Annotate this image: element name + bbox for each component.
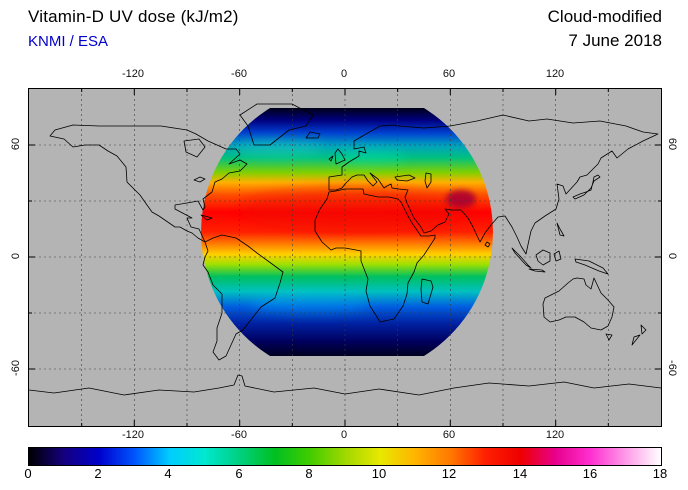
australia-coastline (542, 277, 615, 331)
lon-tick-label-bottom: 0 (340, 429, 348, 441)
colorbar-tick-label: 2 (94, 466, 102, 481)
lon-tick-label-bottom: -120 (121, 429, 145, 441)
colorbar-tick-label: 12 (441, 466, 457, 481)
lon-tick-label-top: 120 (545, 68, 565, 80)
coastlines-layer (29, 103, 661, 396)
south-america-coastline (202, 234, 284, 361)
date-label: 7 June 2018 (568, 31, 662, 50)
axis-ticks (29, 89, 661, 426)
sahara-high-dose-band (239, 187, 469, 231)
colorbar-tick-label: 10 (371, 466, 387, 481)
mode-label: Cloud-modified (547, 7, 662, 26)
colorbar-tick-label: 18 (652, 466, 668, 481)
japan-coastline (572, 174, 601, 200)
africa-coastline (314, 188, 436, 323)
uv-swath (201, 108, 493, 356)
atlantic-cloud-swirl (234, 140, 324, 158)
colorbar-tick-label: 8 (305, 466, 313, 481)
lon-tick-label-top: 60 (442, 68, 456, 80)
graticule (29, 89, 661, 426)
arabia-hotspot (446, 190, 476, 208)
inland-seas-outlines (183, 138, 432, 189)
colorbar-gradient (28, 447, 662, 466)
colorbar-tick-label: 0 (24, 466, 32, 481)
colorbar-tick-label: 6 (235, 466, 243, 481)
lon-tick-label-bottom: 120 (545, 429, 565, 441)
lon-tick-label-bottom: 60 (442, 429, 456, 441)
lon-tick-label-top: 0 (340, 68, 348, 80)
lat-tick-label-right: 0 (666, 252, 678, 260)
europe-cloud-swirl (331, 149, 407, 165)
greenland-coastline (239, 103, 314, 146)
lon-tick-label-top: -60 (231, 68, 247, 80)
colorbar-tick-label: 16 (582, 466, 598, 481)
lat-tick-label-right: -60 (666, 360, 678, 376)
lat-tick-label-left: -60 (10, 360, 22, 376)
lat-tick-label-left: 0 (10, 252, 22, 260)
colorbar-tick-label: 14 (512, 466, 528, 481)
islands-coastlines (200, 131, 647, 346)
map-canvas (29, 89, 661, 426)
south-atlantic-swirl (249, 294, 369, 314)
lon-tick-label-bottom: -60 (231, 429, 247, 441)
north-america-coastline (49, 124, 248, 243)
lat-tick-label-right: 60 (666, 137, 678, 151)
world-map (28, 88, 662, 427)
figure-title: Vitamin-D UV dose (kJ/m2) (28, 7, 239, 26)
antarctica-coastline (29, 374, 661, 396)
lon-tick-label-top: -120 (121, 68, 145, 80)
lat-tick-label-left: 60 (10, 137, 22, 151)
source-credit: KNMI / ESA (28, 33, 109, 50)
eurasia-coastline (328, 114, 659, 255)
colorbar-tick-label: 4 (164, 466, 172, 481)
